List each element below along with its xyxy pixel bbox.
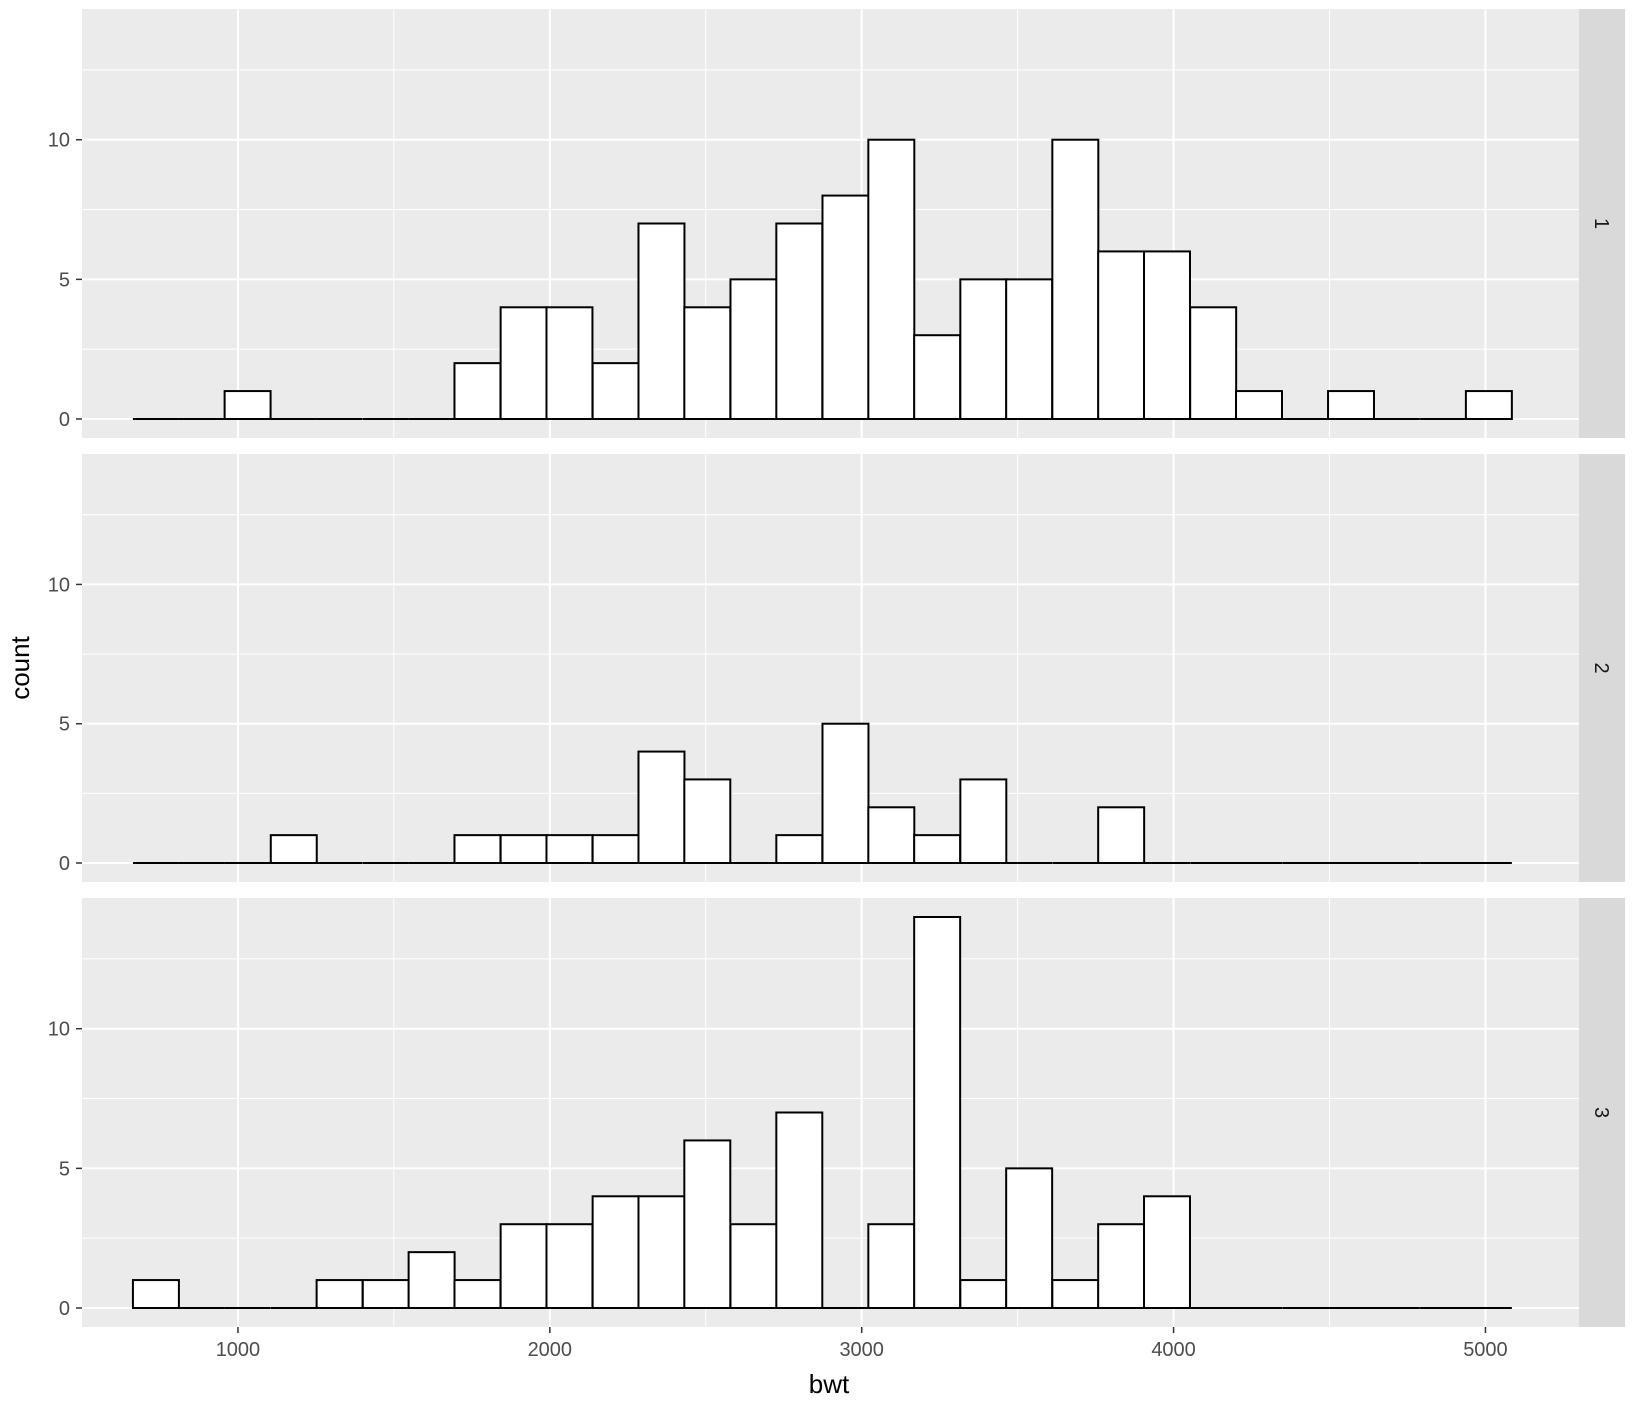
x-tick-label: 4000 xyxy=(1151,1339,1196,1361)
histogram-bar xyxy=(775,834,824,865)
histogram-bar xyxy=(545,834,594,865)
panel-background xyxy=(82,898,1579,1327)
x-axis-title: bwt xyxy=(809,1369,850,1399)
histogram-bar xyxy=(591,362,640,420)
histogram-bar xyxy=(959,778,1008,865)
histogram-bars xyxy=(132,722,1512,865)
histogram-bar xyxy=(729,1223,778,1309)
histogram-bar xyxy=(1235,390,1284,421)
histogram-bar xyxy=(1464,390,1513,421)
histogram-bar xyxy=(1189,306,1238,420)
y-tick-label: 5 xyxy=(59,714,70,736)
histogram-bar xyxy=(683,306,732,420)
histogram-bar xyxy=(499,1223,548,1309)
y-tick-label: 10 xyxy=(48,574,70,596)
histogram-bar xyxy=(867,138,916,420)
histogram-bar xyxy=(499,834,548,865)
histogram-bar xyxy=(637,750,686,864)
histogram-bar xyxy=(1097,1223,1146,1309)
histogram-bar xyxy=(775,1111,824,1309)
facet-strip xyxy=(1579,454,1625,882)
histogram-bars xyxy=(131,916,1512,1310)
histogram-bar xyxy=(315,1279,364,1309)
y-tick-label: 0 xyxy=(59,409,70,431)
facet-strip-label: 2 xyxy=(1590,662,1612,673)
histogram-bar xyxy=(913,834,962,865)
histogram-bar xyxy=(1051,138,1100,420)
histogram-bar xyxy=(545,306,594,420)
histogram-bar xyxy=(913,334,962,421)
histogram-bar xyxy=(821,722,870,865)
histogram-bar xyxy=(1143,1195,1191,1310)
histogram-bar xyxy=(637,1195,686,1310)
histogram-bar xyxy=(269,834,318,865)
y-tick-label: 0 xyxy=(59,853,70,875)
histogram-bar xyxy=(361,1279,410,1309)
y-tick-label: 10 xyxy=(48,1019,70,1041)
y-tick-label: 5 xyxy=(59,269,70,291)
histogram-bar xyxy=(1051,1279,1100,1309)
histogram-bar xyxy=(821,194,870,420)
histogram-bar xyxy=(453,362,502,420)
histogram-bar xyxy=(867,806,916,864)
y-tick-label: 0 xyxy=(59,1298,70,1320)
histogram-bar xyxy=(545,1223,594,1309)
histogram-bar xyxy=(453,1279,502,1309)
histogram-bar xyxy=(1005,1167,1054,1310)
facet-strip xyxy=(1579,898,1625,1327)
facet-panel-3: 0 5 10 3 xyxy=(48,898,1625,1327)
histogram-bar xyxy=(499,306,548,420)
y-tick-label: 10 xyxy=(48,130,70,152)
histogram-bar xyxy=(407,1251,456,1309)
facet-strip-label: 1 xyxy=(1590,218,1612,229)
histogram-bar xyxy=(913,916,962,1309)
histogram-bar xyxy=(867,1223,916,1309)
facet-strip-label: 3 xyxy=(1590,1107,1612,1118)
histogram-bar xyxy=(591,834,640,865)
histogram-bar xyxy=(591,1195,640,1310)
histogram-bar xyxy=(1143,250,1191,420)
y-tick-label: 5 xyxy=(59,1158,70,1180)
histogram-bar xyxy=(959,278,1008,420)
histogram-bars xyxy=(132,138,1513,421)
histogram-bar xyxy=(637,222,686,420)
x-tick-label: 5000 xyxy=(1463,1339,1508,1361)
histogram-bar xyxy=(959,1279,1008,1309)
histogram-bar xyxy=(1097,806,1146,864)
facet-panel-1: 0 5 10 1 xyxy=(48,9,1625,438)
facet-strip xyxy=(1579,9,1625,438)
x-tick-label: 1000 xyxy=(216,1339,261,1361)
histogram-bar xyxy=(131,1279,180,1309)
histogram-bar xyxy=(1327,390,1376,421)
x-axis: 1000 2000 3000 4000 5000 xyxy=(216,1327,1508,1361)
histogram-bar xyxy=(453,834,502,865)
histogram-bar xyxy=(729,278,778,420)
facet-panel-2: 0 5 10 2 xyxy=(48,454,1625,882)
histogram-bar xyxy=(683,1139,732,1310)
histogram-bar xyxy=(775,222,824,420)
histogram-bar xyxy=(683,778,732,865)
histogram-bar xyxy=(223,390,272,421)
histogram-bar xyxy=(1005,278,1054,420)
x-tick-label: 2000 xyxy=(528,1339,573,1361)
y-axis-title: count xyxy=(5,635,35,699)
histogram-bar xyxy=(1097,250,1146,420)
x-tick-label: 3000 xyxy=(839,1339,884,1361)
